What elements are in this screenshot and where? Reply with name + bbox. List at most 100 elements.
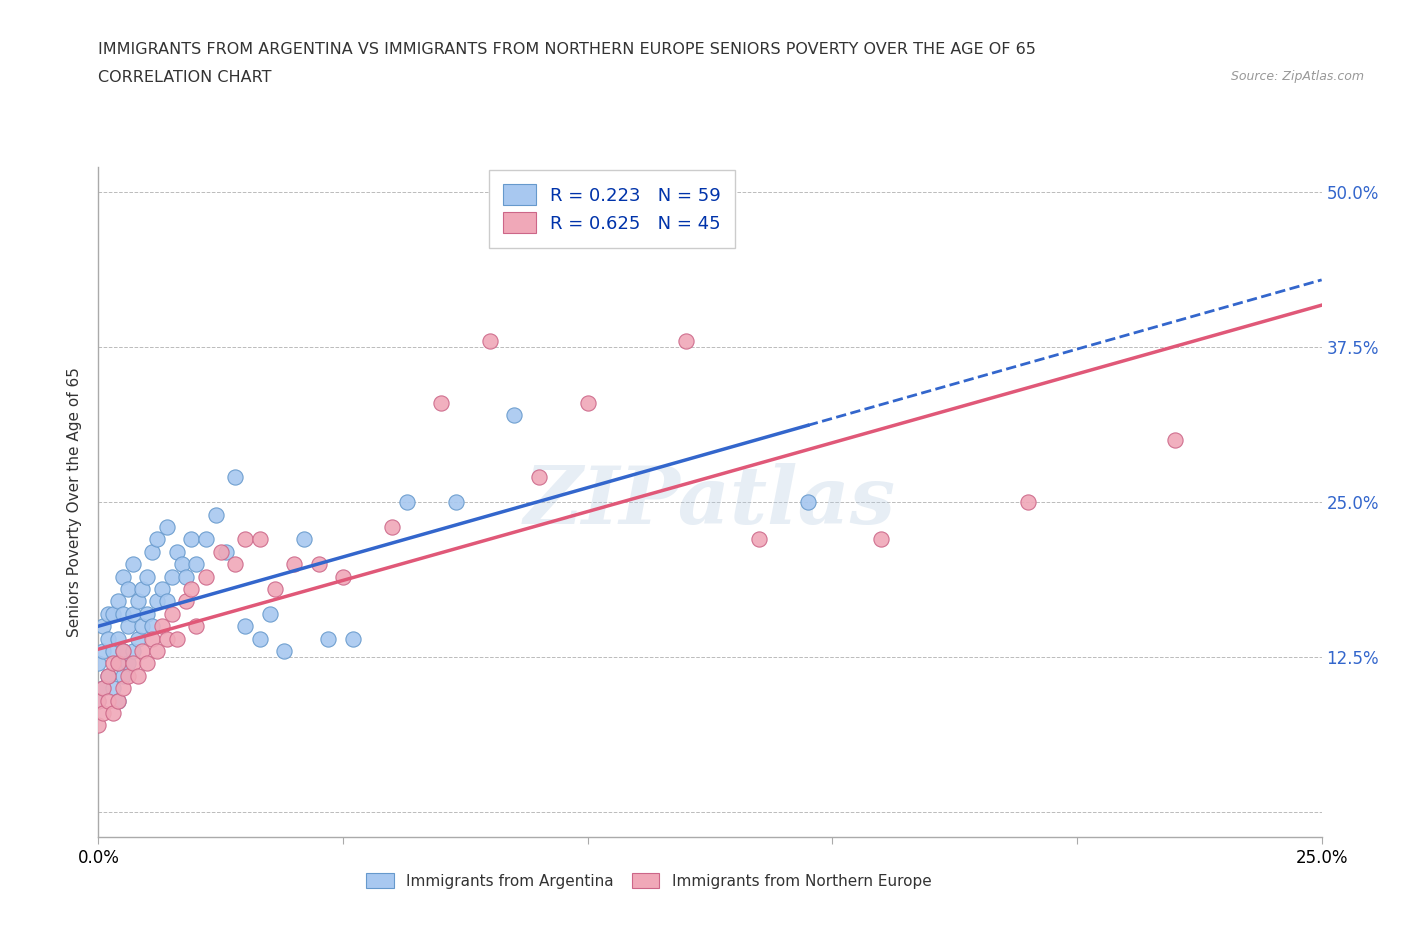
- Point: [136, 569, 159, 584]
- Point: [166, 631, 188, 646]
- Y-axis label: Seniors Poverty Over the Age of 65: Seniors Poverty Over the Age of 65: [67, 367, 83, 637]
- Point: [101, 681, 124, 696]
- Point: [180, 581, 202, 596]
- Point: [111, 644, 134, 658]
- Point: [395, 495, 418, 510]
- Point: [186, 618, 208, 633]
- Point: [107, 656, 129, 671]
- Point: [870, 532, 893, 547]
- Point: [249, 532, 271, 547]
- Point: [131, 618, 153, 633]
- Point: [576, 395, 599, 410]
- Point: [117, 581, 139, 596]
- Point: [146, 532, 169, 547]
- Point: [97, 606, 120, 621]
- Point: [131, 581, 153, 596]
- Point: [87, 693, 110, 708]
- Point: [117, 669, 139, 684]
- Point: [150, 581, 173, 596]
- Point: [176, 594, 198, 609]
- Point: [259, 606, 281, 621]
- Point: [111, 681, 134, 696]
- Point: [91, 644, 114, 658]
- Point: [503, 408, 526, 423]
- Point: [97, 693, 120, 708]
- Point: [224, 470, 246, 485]
- Point: [101, 656, 124, 671]
- Point: [156, 594, 179, 609]
- Point: [87, 693, 110, 708]
- Point: [91, 681, 114, 696]
- Point: [101, 606, 124, 621]
- Point: [675, 334, 697, 349]
- Point: [166, 544, 188, 559]
- Point: [121, 557, 143, 572]
- Point: [195, 569, 218, 584]
- Point: [141, 618, 163, 633]
- Point: [91, 681, 114, 696]
- Point: [381, 520, 404, 535]
- Point: [97, 669, 120, 684]
- Point: [136, 656, 159, 671]
- Point: [180, 532, 202, 547]
- Point: [127, 594, 149, 609]
- Point: [797, 495, 820, 510]
- Point: [283, 557, 305, 572]
- Point: [209, 544, 232, 559]
- Point: [107, 631, 129, 646]
- Point: [160, 606, 183, 621]
- Point: [273, 644, 295, 658]
- Point: [186, 557, 208, 572]
- Point: [332, 569, 354, 584]
- Point: [87, 656, 110, 671]
- Point: [111, 569, 134, 584]
- Point: [107, 693, 129, 708]
- Point: [263, 581, 285, 596]
- Point: [342, 631, 364, 646]
- Point: [121, 656, 143, 671]
- Point: [1017, 495, 1039, 510]
- Text: Source: ZipAtlas.com: Source: ZipAtlas.com: [1230, 70, 1364, 83]
- Point: [527, 470, 550, 485]
- Point: [430, 395, 453, 410]
- Point: [156, 520, 179, 535]
- Point: [131, 644, 153, 658]
- Point: [170, 557, 193, 572]
- Point: [107, 594, 129, 609]
- Point: [101, 644, 124, 658]
- Point: [97, 631, 120, 646]
- Point: [1164, 432, 1187, 447]
- Point: [121, 606, 143, 621]
- Point: [176, 569, 198, 584]
- Point: [205, 507, 228, 522]
- Point: [308, 557, 330, 572]
- Point: [478, 334, 501, 349]
- Point: [107, 693, 129, 708]
- Point: [195, 532, 218, 547]
- Point: [101, 706, 124, 721]
- Point: [117, 618, 139, 633]
- Point: [107, 656, 129, 671]
- Point: [292, 532, 315, 547]
- Point: [91, 618, 114, 633]
- Point: [748, 532, 770, 547]
- Point: [146, 644, 169, 658]
- Point: [111, 606, 134, 621]
- Point: [127, 631, 149, 646]
- Point: [91, 706, 114, 721]
- Point: [141, 631, 163, 646]
- Point: [160, 569, 183, 584]
- Legend: Immigrants from Argentina, Immigrants from Northern Europe: Immigrants from Argentina, Immigrants fr…: [359, 865, 939, 897]
- Text: CORRELATION CHART: CORRELATION CHART: [98, 70, 271, 85]
- Point: [111, 644, 134, 658]
- Point: [444, 495, 467, 510]
- Point: [141, 544, 163, 559]
- Point: [214, 544, 236, 559]
- Point: [150, 618, 173, 633]
- Point: [121, 644, 143, 658]
- Point: [111, 669, 134, 684]
- Point: [136, 606, 159, 621]
- Point: [249, 631, 271, 646]
- Point: [97, 669, 120, 684]
- Point: [127, 669, 149, 684]
